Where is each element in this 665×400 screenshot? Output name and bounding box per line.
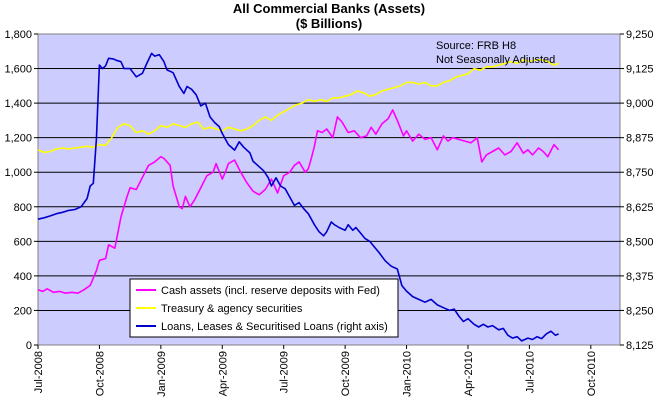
left-tick-label: 0	[26, 340, 32, 352]
left-axis: 0 200 400 600 800 1,000 1,200 1,400 1,600 1,800	[4, 29, 38, 352]
right-tick-label: 8,125	[626, 340, 654, 352]
x-tick-label: Jul-2009	[279, 351, 291, 393]
chart-subtitle: ($ Billions)	[296, 16, 362, 31]
legend-label: Loans, Leases & Securitised Loans (right…	[161, 321, 388, 333]
left-tick-label: 600	[14, 236, 32, 248]
right-tick-label: 8,625	[626, 202, 654, 214]
x-tick-label: Jul-2008	[33, 351, 45, 393]
right-tick-label: 8,250	[626, 305, 654, 317]
left-tick-label: 1,600	[4, 64, 32, 76]
left-tick-label: 1,000	[4, 167, 32, 179]
right-tick-label: 8,750	[626, 167, 654, 179]
source-note: Source: FRB H8 Not Seasonally Adjusted	[436, 40, 555, 66]
series-line-2	[37, 59, 559, 154]
right-tick-label: 8,500	[626, 236, 654, 248]
series-lines	[37, 52, 560, 342]
right-axis: 8,125 8,250 8,375 8,500 8,625 8,750 8,875 9,000…	[620, 29, 654, 352]
right-tick-label: 9,125	[626, 64, 654, 76]
right-tick-label: 8,875	[626, 133, 654, 145]
left-tick-label: 1,800	[4, 29, 32, 41]
x-tick-label: Apr-2009	[217, 351, 229, 396]
left-tick-label: 1,400	[4, 98, 32, 110]
right-tick-label: 9,250	[626, 29, 654, 41]
left-tick-label: 200	[14, 305, 32, 317]
legend-label: Treasury & agency securities	[161, 303, 303, 315]
x-tick-label: Oct-2010	[586, 351, 598, 396]
x-axis: Jul-2008 Oct-2008 Jan-2009 Apr-2009 Jul-2009…	[33, 345, 598, 397]
series-line-3	[37, 52, 559, 342]
chart-title: All Commercial Banks (Assets)	[233, 1, 425, 16]
x-tick-label: Apr-2010	[463, 351, 475, 396]
left-tick-label: 1,200	[4, 133, 32, 145]
x-tick-label: Jan-2009	[156, 351, 168, 397]
left-tick-label: 400	[14, 271, 32, 283]
x-tick-label: Oct-2009	[340, 351, 352, 396]
legend: Cash assets (incl. reserve deposits with…	[129, 278, 399, 338]
right-tick-label: 8,375	[626, 271, 654, 283]
left-tick-label: 800	[14, 202, 32, 214]
x-tick-label: Oct-2008	[94, 351, 106, 396]
x-tick-label: Jul-2010	[524, 351, 536, 393]
legend-label: Cash assets (incl. reserve deposits with…	[161, 285, 380, 297]
source-note-line: Source: FRB H8	[436, 40, 516, 52]
series-line-1	[37, 109, 560, 295]
legend-box	[129, 278, 399, 338]
right-tick-label: 9,000	[626, 98, 654, 110]
source-note-line: Not Seasonally Adjusted	[436, 54, 555, 66]
x-tick-label: Jan-2010	[402, 351, 414, 397]
